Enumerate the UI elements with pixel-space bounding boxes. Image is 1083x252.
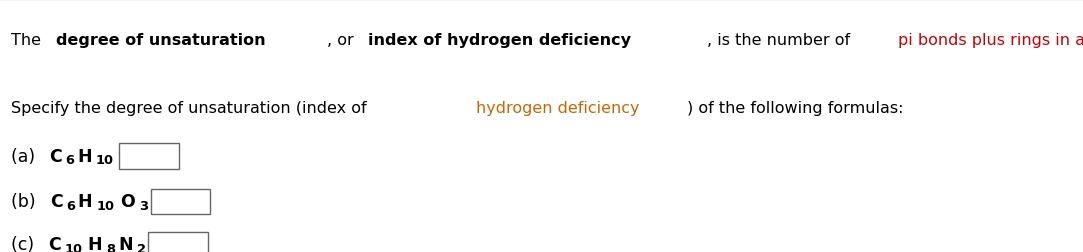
- Text: N: N: [118, 235, 132, 252]
- Text: 8: 8: [106, 242, 115, 252]
- Bar: [119, 144, 179, 169]
- Text: degree of unsaturation: degree of unsaturation: [56, 33, 265, 48]
- Text: H: H: [77, 147, 92, 165]
- Text: 6: 6: [65, 153, 75, 167]
- Text: H: H: [78, 193, 92, 211]
- Text: O: O: [120, 193, 134, 211]
- Text: index of hydrogen deficiency: index of hydrogen deficiency: [368, 33, 630, 48]
- Text: 10: 10: [64, 242, 82, 252]
- Text: (a): (a): [11, 147, 40, 165]
- Text: 2: 2: [136, 242, 146, 252]
- Text: ) of the following formulas:: ) of the following formulas:: [688, 101, 904, 116]
- Text: Specify the degree of unsaturation (index of: Specify the degree of unsaturation (inde…: [11, 101, 371, 116]
- Text: C: C: [48, 235, 61, 252]
- Text: (c): (c): [11, 235, 39, 252]
- Text: C: C: [49, 147, 62, 165]
- Text: pi bonds plus rings in a molecule: pi bonds plus rings in a molecule: [899, 33, 1083, 48]
- Text: , is the number of: , is the number of: [707, 33, 856, 48]
- Text: 3: 3: [139, 199, 148, 212]
- Text: , or: , or: [327, 33, 358, 48]
- Text: (b): (b): [11, 193, 41, 211]
- Bar: [151, 189, 210, 214]
- Text: 6: 6: [66, 199, 75, 212]
- Text: hydrogen deficiency: hydrogen deficiency: [477, 101, 640, 116]
- Text: H: H: [88, 235, 102, 252]
- Bar: [148, 232, 208, 252]
- Text: 10: 10: [96, 153, 114, 167]
- Text: 10: 10: [96, 199, 115, 212]
- Text: The: The: [11, 33, 45, 48]
- Text: C: C: [50, 193, 63, 211]
